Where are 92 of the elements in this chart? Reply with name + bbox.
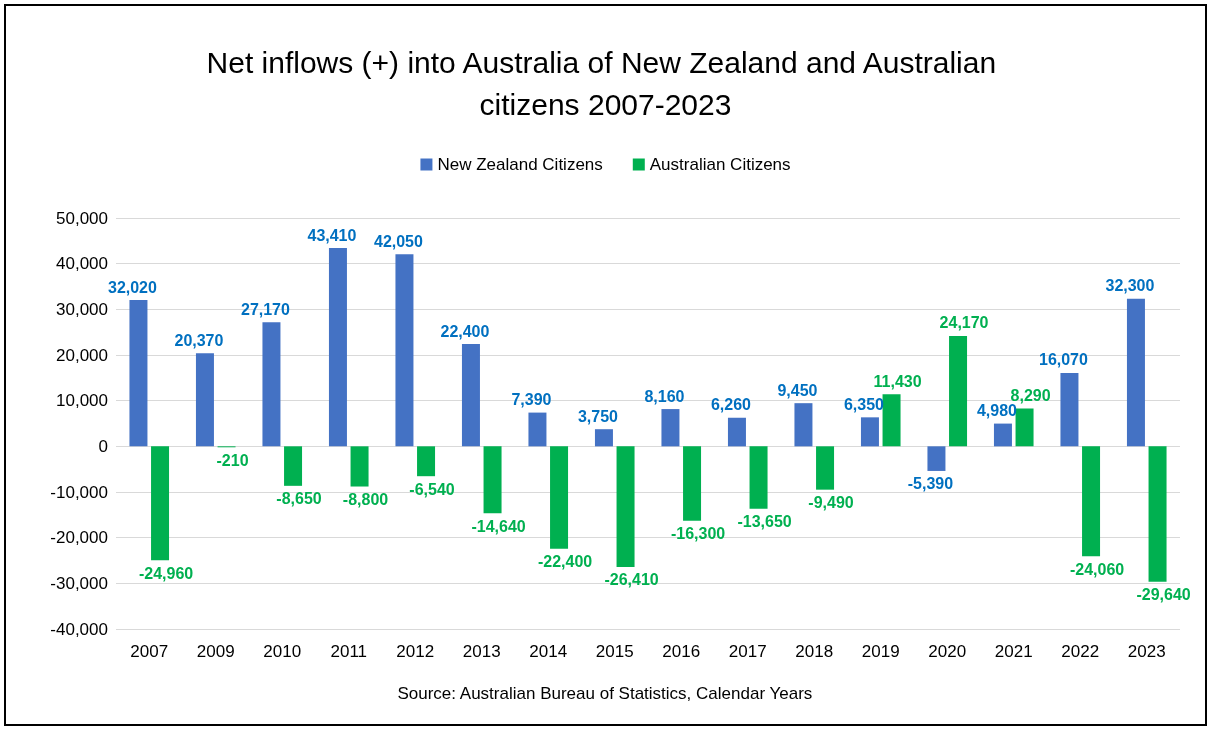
data-label: 16,070 [1038,351,1089,369]
bar [860,417,879,447]
x-tick-label: 2011 [330,642,368,661]
bar [683,446,702,521]
data-label: -13,650 [737,513,792,531]
bar [949,335,968,447]
bar [927,446,946,471]
data-label: -8,800 [342,491,389,509]
x-tick-label: 2018 [795,642,834,661]
bar [816,446,835,490]
bar [1082,446,1101,557]
data-label: -8,650 [276,490,322,508]
data-label: 27,170 [240,300,291,318]
x-tick-label: 2009 [196,642,235,661]
y-tick-label: 40,000 [56,254,108,274]
bar [616,446,635,567]
y-tick-label: -20,000 [50,528,108,548]
y-tick-label: 0 [98,436,108,456]
data-label: 6,260 [710,396,752,414]
y-tick-label: -10,000 [50,482,108,502]
bar [417,446,436,477]
x-tick-label: 2014 [529,642,568,661]
bar [528,412,547,447]
data-label: 4,980 [976,402,1018,420]
source-note: Source: Australian Bureau of Statistics, Calendar Years [397,684,813,703]
data-label: 8,290 [1010,386,1051,404]
x-tick-label: 2019 [861,642,900,661]
bar [727,417,746,447]
data-label: 3,750 [577,407,619,425]
data-label: 32,300 [1105,277,1155,295]
y-tick-label: 50,000 [56,208,108,228]
bar [661,409,680,447]
bar [1126,298,1145,447]
y-tick-label: 10,000 [56,391,108,411]
bar [284,446,303,486]
x-tick-label: 2016 [662,642,701,661]
data-label: 7,390 [511,391,552,409]
bar [328,248,347,447]
data-label: -9,490 [808,494,854,512]
bar [1015,408,1034,447]
data-label: 43,410 [307,226,357,244]
y-tick-label: 20,000 [56,345,108,365]
data-label: 8,160 [644,387,685,405]
y-tick-label: -40,000 [50,619,108,639]
x-tick-label: 2022 [1061,642,1100,661]
bar [993,423,1012,447]
y-tick-label: -30,000 [50,573,108,593]
y-tick-label: 30,000 [56,299,108,319]
x-tick-label: 2012 [396,642,435,661]
bar [794,403,813,447]
data-label: -6,540 [409,480,455,498]
x-tick-label: 2015 [595,642,634,661]
bar [550,446,569,549]
legend-label: Australian Citizens [649,155,791,174]
data-label: -26,410 [604,571,659,589]
data-label: -210 [216,451,249,469]
bar [1060,372,1079,447]
data-label: 32,020 [107,278,158,296]
data-label: -16,300 [670,525,726,543]
bar [151,446,170,561]
data-label: -24,060 [1069,560,1125,578]
x-tick-label: 2020 [928,642,967,661]
data-label: 20,370 [174,331,224,349]
chart-title: Net inflows (+) into Australia of New Zealand and Australian citizens 2007-2023 [206,45,1005,121]
x-tick-label: 2017 [728,642,767,661]
data-label: 42,050 [373,232,424,250]
data-label: -5,390 [907,475,954,493]
bar [483,446,502,514]
data-label: -29,640 [1136,586,1191,604]
bar [262,322,281,447]
bar [395,254,414,447]
data-label: 24,170 [939,314,989,332]
x-tick-label: 2013 [462,642,501,661]
bar [1148,446,1167,582]
data-label: -24,960 [138,564,194,582]
bar [129,300,148,447]
data-label: 11,430 [873,372,922,390]
x-tick-label: 2007 [130,642,169,661]
x-tick-label: 2023 [1127,642,1166,661]
bar [749,446,768,509]
bar [461,344,480,447]
data-label: 22,400 [440,322,490,340]
x-tick-label: 2010 [263,642,302,661]
legend-label: New Zealand Citizens [437,155,603,174]
data-label: -22,400 [537,553,593,571]
data-label: -14,640 [471,517,526,535]
bar [195,353,214,447]
bar [350,446,369,487]
bar [594,429,613,447]
bar [882,394,901,447]
x-tick-label: 2021 [994,642,1033,661]
data-label: 9,450 [777,381,818,399]
